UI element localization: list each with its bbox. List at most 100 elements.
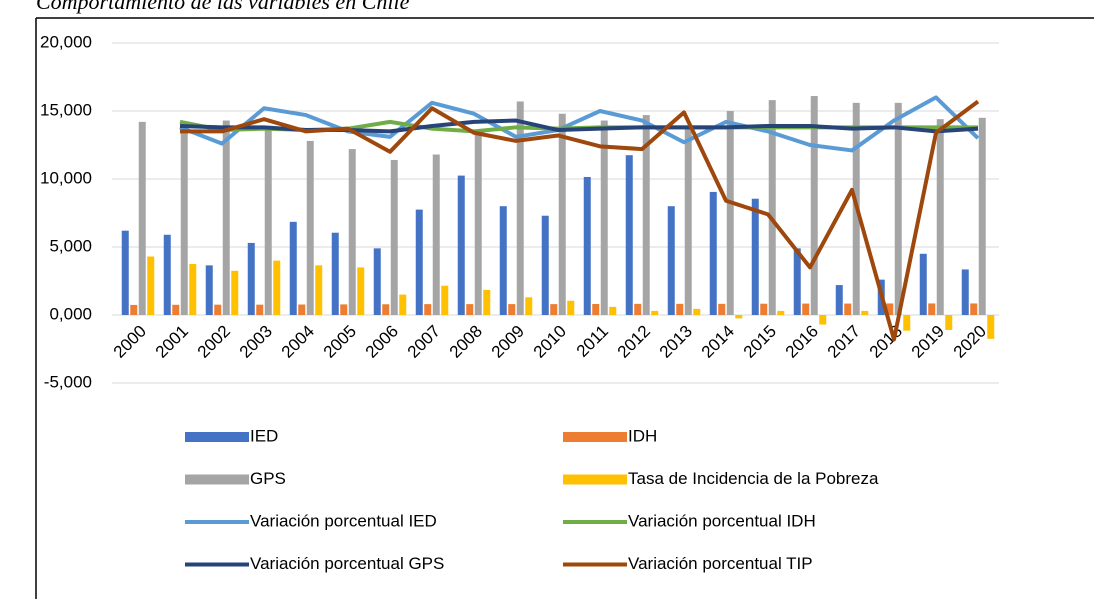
x-tick-label: 2016 xyxy=(782,322,822,362)
bar xyxy=(382,304,390,315)
bar xyxy=(928,303,936,315)
bar xyxy=(936,119,944,315)
x-tick-label: 2017 xyxy=(824,322,864,362)
bar xyxy=(861,310,869,315)
bar xyxy=(793,248,801,315)
bar xyxy=(693,308,701,315)
bar xyxy=(424,304,432,315)
bar xyxy=(735,315,743,319)
legend-label: GPS xyxy=(250,469,286,488)
bar xyxy=(642,115,650,315)
bar xyxy=(340,304,348,315)
x-tick-label: 2012 xyxy=(614,322,654,362)
bar xyxy=(357,267,365,315)
bar xyxy=(718,303,726,315)
bar xyxy=(625,155,633,315)
y-tick-label: -5,000 xyxy=(44,372,92,391)
bar xyxy=(256,304,264,315)
x-tick-label: 2014 xyxy=(698,322,738,362)
bar xyxy=(163,234,171,315)
legend-label: Variación porcentual IDH xyxy=(628,511,816,530)
legend-label: IED xyxy=(250,426,278,445)
legend-swatch xyxy=(185,474,249,485)
bar xyxy=(819,315,827,325)
bar xyxy=(180,125,188,316)
bar xyxy=(802,303,810,315)
bar xyxy=(886,303,894,315)
bar xyxy=(919,253,927,315)
bar xyxy=(709,191,717,315)
bar xyxy=(508,304,516,315)
bar xyxy=(583,176,591,315)
bar xyxy=(147,256,155,315)
bar xyxy=(726,111,734,315)
y-tick-label: 0,000 xyxy=(49,304,92,323)
x-tick-label: 2005 xyxy=(320,322,360,362)
bar xyxy=(390,159,398,315)
chart-title: Comportamiento de las variables en Chile xyxy=(36,0,410,14)
bar xyxy=(684,127,692,315)
bar xyxy=(835,285,843,315)
bar xyxy=(373,248,381,315)
bar xyxy=(667,206,675,315)
bar xyxy=(247,242,255,315)
legend-label: Variación porcentual IED xyxy=(250,511,437,530)
bar xyxy=(600,120,608,316)
y-tick-label: 10,000 xyxy=(40,168,92,187)
y-tick-label: 5,000 xyxy=(49,236,92,255)
x-tick-label: 2003 xyxy=(236,322,276,362)
legend-swatch xyxy=(185,432,249,442)
x-tick-label: 2010 xyxy=(530,322,570,362)
bar xyxy=(306,140,314,315)
x-tick-label: 2008 xyxy=(446,322,486,362)
bar xyxy=(172,304,180,315)
bar xyxy=(315,265,323,315)
bar xyxy=(348,149,356,315)
bar xyxy=(189,264,197,315)
bar xyxy=(121,230,129,315)
bar xyxy=(768,100,776,316)
x-tick-label: 2019 xyxy=(908,322,948,362)
x-tick-label: 2018 xyxy=(866,322,906,362)
bar xyxy=(264,127,272,315)
x-tick-label: 2020 xyxy=(950,322,990,362)
x-tick-label: 2001 xyxy=(152,322,192,362)
bar xyxy=(751,198,759,315)
x-tick-label: 2004 xyxy=(278,322,318,362)
bar xyxy=(961,269,969,315)
x-tick-label: 2002 xyxy=(194,322,234,362)
bar xyxy=(222,120,230,316)
bar xyxy=(399,294,407,315)
x-tick-label: 2007 xyxy=(404,322,444,362)
bar xyxy=(970,303,978,315)
bar xyxy=(550,304,558,315)
bar xyxy=(945,315,953,330)
y-tick-label: 20,000 xyxy=(40,32,92,51)
bar xyxy=(441,285,449,315)
bar xyxy=(205,265,213,315)
legend-label: Variación porcentual TIP xyxy=(628,554,813,573)
bar xyxy=(844,303,852,315)
bar xyxy=(130,304,138,315)
line xyxy=(179,95,980,153)
x-tick-label: 2006 xyxy=(362,322,402,362)
legend-swatch xyxy=(563,474,627,485)
bar xyxy=(609,306,617,315)
bar xyxy=(651,310,659,315)
bar xyxy=(987,315,995,339)
bar xyxy=(558,113,566,315)
x-tick-label: 2015 xyxy=(740,322,780,362)
bar xyxy=(978,117,986,315)
bar xyxy=(415,209,423,315)
bar xyxy=(760,303,768,315)
bar xyxy=(298,304,306,315)
bar xyxy=(567,300,575,315)
legend-label: IDH xyxy=(628,426,657,445)
bar xyxy=(483,289,491,315)
bar xyxy=(273,260,281,315)
bar xyxy=(777,310,785,315)
x-tick-label: 2013 xyxy=(656,322,696,362)
bar xyxy=(474,134,482,315)
bar xyxy=(541,215,549,315)
